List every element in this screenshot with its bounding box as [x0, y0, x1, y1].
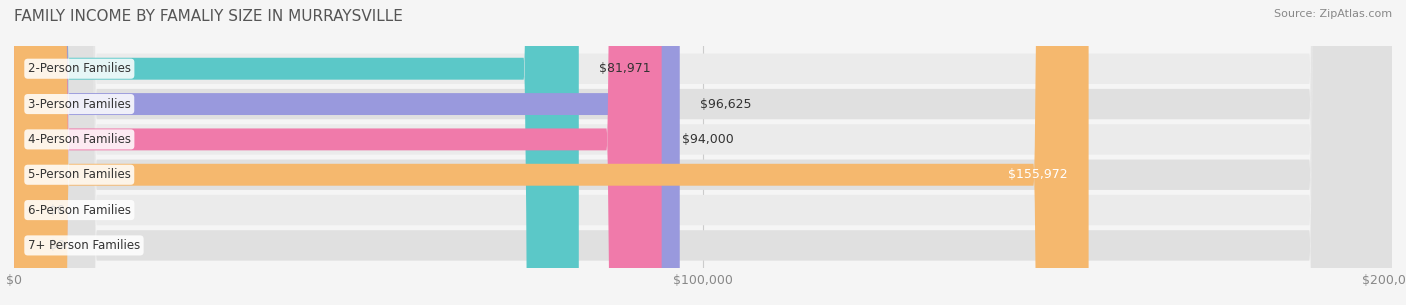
Text: Source: ZipAtlas.com: Source: ZipAtlas.com — [1274, 9, 1392, 19]
Text: $0: $0 — [48, 203, 65, 217]
Text: 6-Person Families: 6-Person Families — [28, 203, 131, 217]
FancyBboxPatch shape — [14, 0, 679, 305]
FancyBboxPatch shape — [14, 0, 1392, 305]
Text: $81,971: $81,971 — [599, 62, 651, 75]
FancyBboxPatch shape — [14, 0, 1392, 305]
FancyBboxPatch shape — [14, 0, 1088, 305]
FancyBboxPatch shape — [14, 0, 662, 305]
Text: $0: $0 — [48, 239, 65, 252]
FancyBboxPatch shape — [14, 0, 1392, 305]
Text: 5-Person Families: 5-Person Families — [28, 168, 131, 181]
Text: 7+ Person Families: 7+ Person Families — [28, 239, 141, 252]
Text: $96,625: $96,625 — [700, 98, 752, 111]
Text: FAMILY INCOME BY FAMALIY SIZE IN MURRAYSVILLE: FAMILY INCOME BY FAMALIY SIZE IN MURRAYS… — [14, 9, 404, 24]
Text: $94,000: $94,000 — [682, 133, 734, 146]
FancyBboxPatch shape — [14, 0, 1392, 305]
FancyBboxPatch shape — [14, 0, 1392, 305]
Text: 3-Person Families: 3-Person Families — [28, 98, 131, 111]
Text: 4-Person Families: 4-Person Families — [28, 133, 131, 146]
Text: 2-Person Families: 2-Person Families — [28, 62, 131, 75]
FancyBboxPatch shape — [14, 0, 1392, 305]
Text: $155,972: $155,972 — [1008, 168, 1069, 181]
FancyBboxPatch shape — [14, 0, 579, 305]
